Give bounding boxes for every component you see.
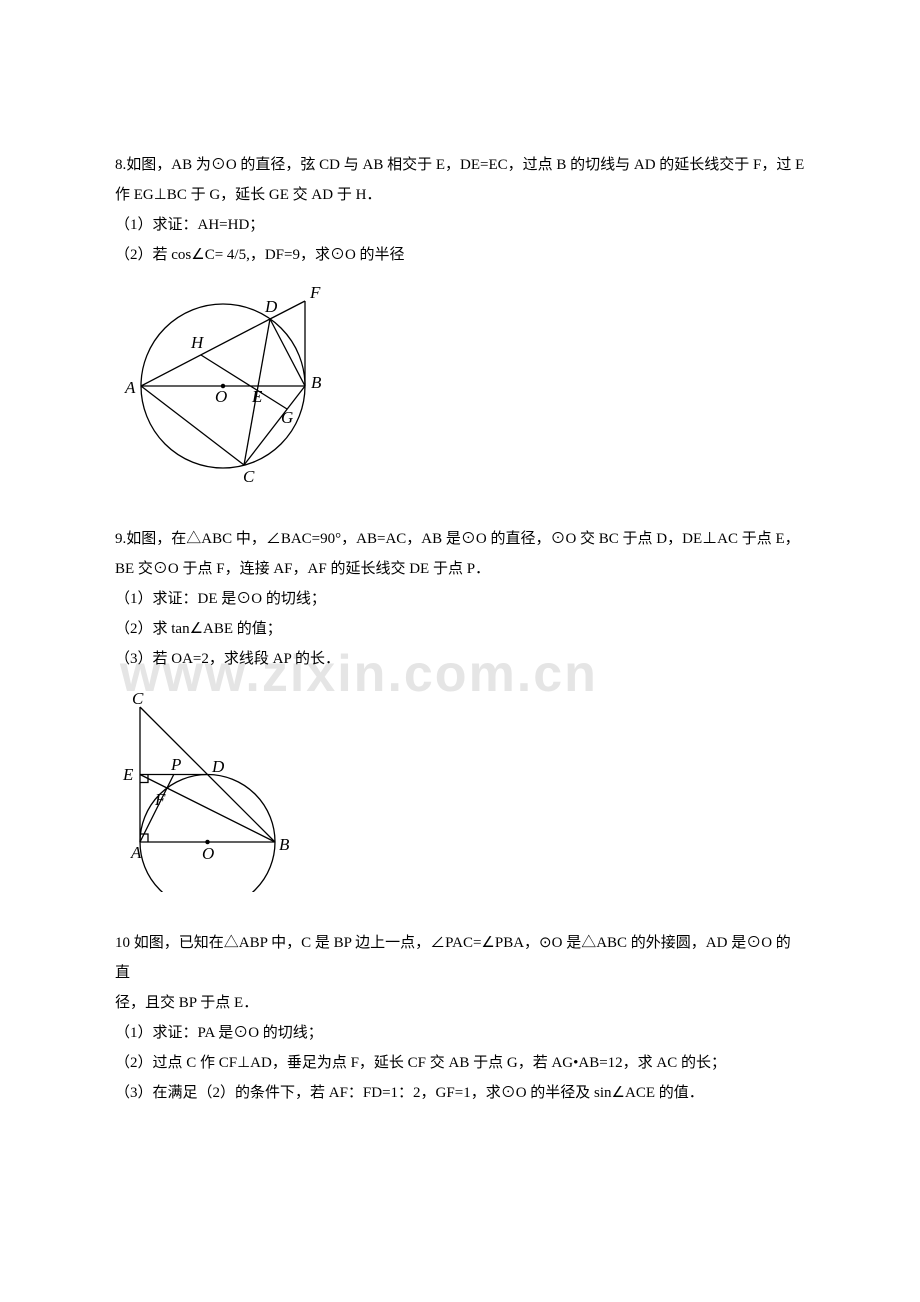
- p9-part2: （2）求 tan∠ABE 的值；: [115, 614, 805, 644]
- fig9-label-C: C: [132, 689, 144, 708]
- p8-part2: （2）若 cos∠C= 4/5,，DF=9，求⊙O 的半径: [115, 240, 805, 270]
- figure-8: A B C D E F G H O: [115, 278, 805, 488]
- fig8-label-H: H: [190, 333, 205, 352]
- figure-9: A B C D E F O P: [115, 682, 805, 892]
- fig9-label-A: A: [130, 843, 142, 862]
- fig8-label-D: D: [264, 297, 278, 316]
- problem-10: 10 如图，已知在△ABP 中，C 是 BP 边上一点，∠PAC=∠PBA，⊙O…: [115, 928, 805, 1108]
- fig9-label-O: O: [202, 844, 214, 863]
- p10-part2: （2）过点 C 作 CF⊥AD，垂足为点 F，延长 CF 交 AB 于点 G，若…: [115, 1048, 805, 1078]
- p10-part1: （1）求证：PA 是⊙O 的切线；: [115, 1018, 805, 1048]
- p8-line1: 8.如图，AB 为⊙O 的直径，弦 CD 与 AB 相交于 E，DE=EC，过点…: [115, 150, 805, 180]
- p8-line2: 作 EG⊥BC 于 G，延长 GE 交 AD 于 H．: [115, 180, 805, 210]
- p9-line1: 9.如图，在△ABC 中，∠BAC=90°，AB=AC，AB 是⊙O 的直径，⊙…: [115, 524, 805, 554]
- fig8-label-B: B: [311, 373, 322, 392]
- fig9-label-P: P: [170, 755, 181, 774]
- fig8-label-O: O: [215, 387, 227, 406]
- fig8-label-E: E: [251, 387, 263, 406]
- p10-line1: 10 如图，已知在△ABP 中，C 是 BP 边上一点，∠PAC=∠PBA，⊙O…: [115, 928, 805, 988]
- p10-line2: 径，且交 BP 于点 E．: [115, 988, 805, 1018]
- page-content: 8.如图，AB 为⊙O 的直径，弦 CD 与 AB 相交于 E，DE=EC，过点…: [115, 150, 805, 1108]
- problem-8: 8.如图，AB 为⊙O 的直径，弦 CD 与 AB 相交于 E，DE=EC，过点…: [115, 150, 805, 488]
- fig8-label-F: F: [309, 283, 321, 302]
- fig9-label-F: F: [154, 790, 166, 809]
- fig9-label-D: D: [211, 757, 225, 776]
- fig9-label-B: B: [279, 835, 290, 854]
- p8-part1: （1）求证：AH=HD；: [115, 210, 805, 240]
- fig9-label-E: E: [122, 765, 134, 784]
- p9-part3: （3）若 OA=2，求线段 AP 的长．: [115, 644, 805, 674]
- fig8-label-G: G: [281, 408, 293, 427]
- fig8-label-A: A: [124, 378, 136, 397]
- p9-part1: （1）求证：DE 是⊙O 的切线；: [115, 584, 805, 614]
- problem-9: 9.如图，在△ABC 中，∠BAC=90°，AB=AC，AB 是⊙O 的直径，⊙…: [115, 524, 805, 892]
- p10-part3: （3）在满足（2）的条件下，若 AF：FD=1：2，GF=1，求⊙O 的半径及 …: [115, 1078, 805, 1108]
- p9-line2: BE 交⊙O 于点 F，连接 AF，AF 的延长线交 DE 于点 P．: [115, 554, 805, 584]
- fig8-label-C: C: [243, 467, 255, 486]
